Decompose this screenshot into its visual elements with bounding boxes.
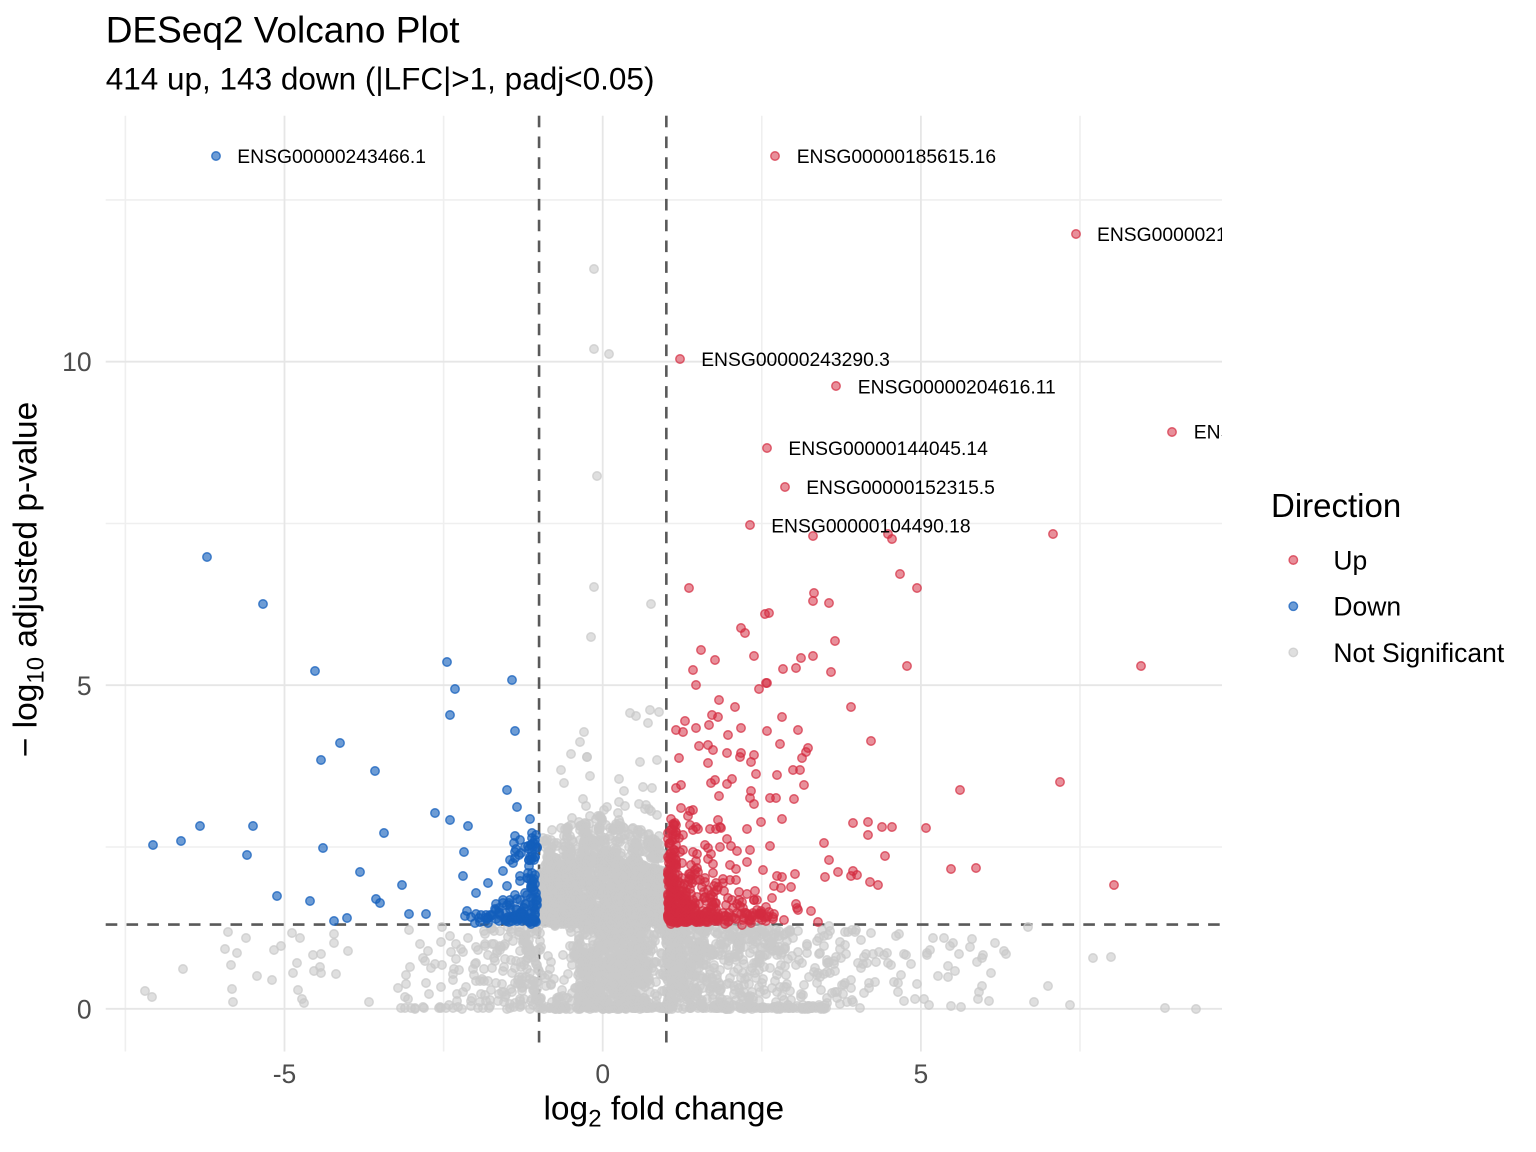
svg-text:log2 fold change: log2 fold change <box>543 1090 784 1132</box>
svg-text:Up: Up <box>1333 546 1367 576</box>
svg-text:10: 10 <box>62 347 91 377</box>
svg-text:DESeq2 Volcano Plot: DESeq2 Volcano Plot <box>106 10 461 51</box>
svg-text:ENSG00000185615.16: ENSG00000185615.16 <box>797 147 996 168</box>
svg-text:Down: Down <box>1333 592 1401 622</box>
svg-text:ENSG00000204616.11: ENSG00000204616.11 <box>858 377 1056 398</box>
svg-text:0: 0 <box>77 994 92 1024</box>
svg-text:Direction: Direction <box>1271 487 1401 524</box>
svg-text:ENSG00000243466.1: ENSG00000243466.1 <box>237 147 426 168</box>
svg-text:Not Significant: Not Significant <box>1333 638 1505 668</box>
svg-text:-5: -5 <box>273 1059 297 1089</box>
svg-text:5: 5 <box>914 1059 929 1089</box>
svg-text:ENSG00000144045.14: ENSG00000144045.14 <box>788 439 988 460</box>
svg-text:− log10 adjusted p-value: − log10 adjusted p-value <box>8 402 50 757</box>
svg-text:ENSG00000243290.3: ENSG00000243290.3 <box>701 350 890 371</box>
svg-text:ENSG00000104490.18: ENSG00000104490.18 <box>771 516 970 537</box>
svg-text:414 up, 143 down (|LFC|>1, pad: 414 up, 143 down (|LFC|>1, padj<0.05) <box>106 61 655 97</box>
svg-text:0: 0 <box>595 1059 610 1089</box>
svg-text:ENSG00000152315.5: ENSG00000152315.5 <box>806 478 995 499</box>
svg-text:5: 5 <box>77 671 92 701</box>
